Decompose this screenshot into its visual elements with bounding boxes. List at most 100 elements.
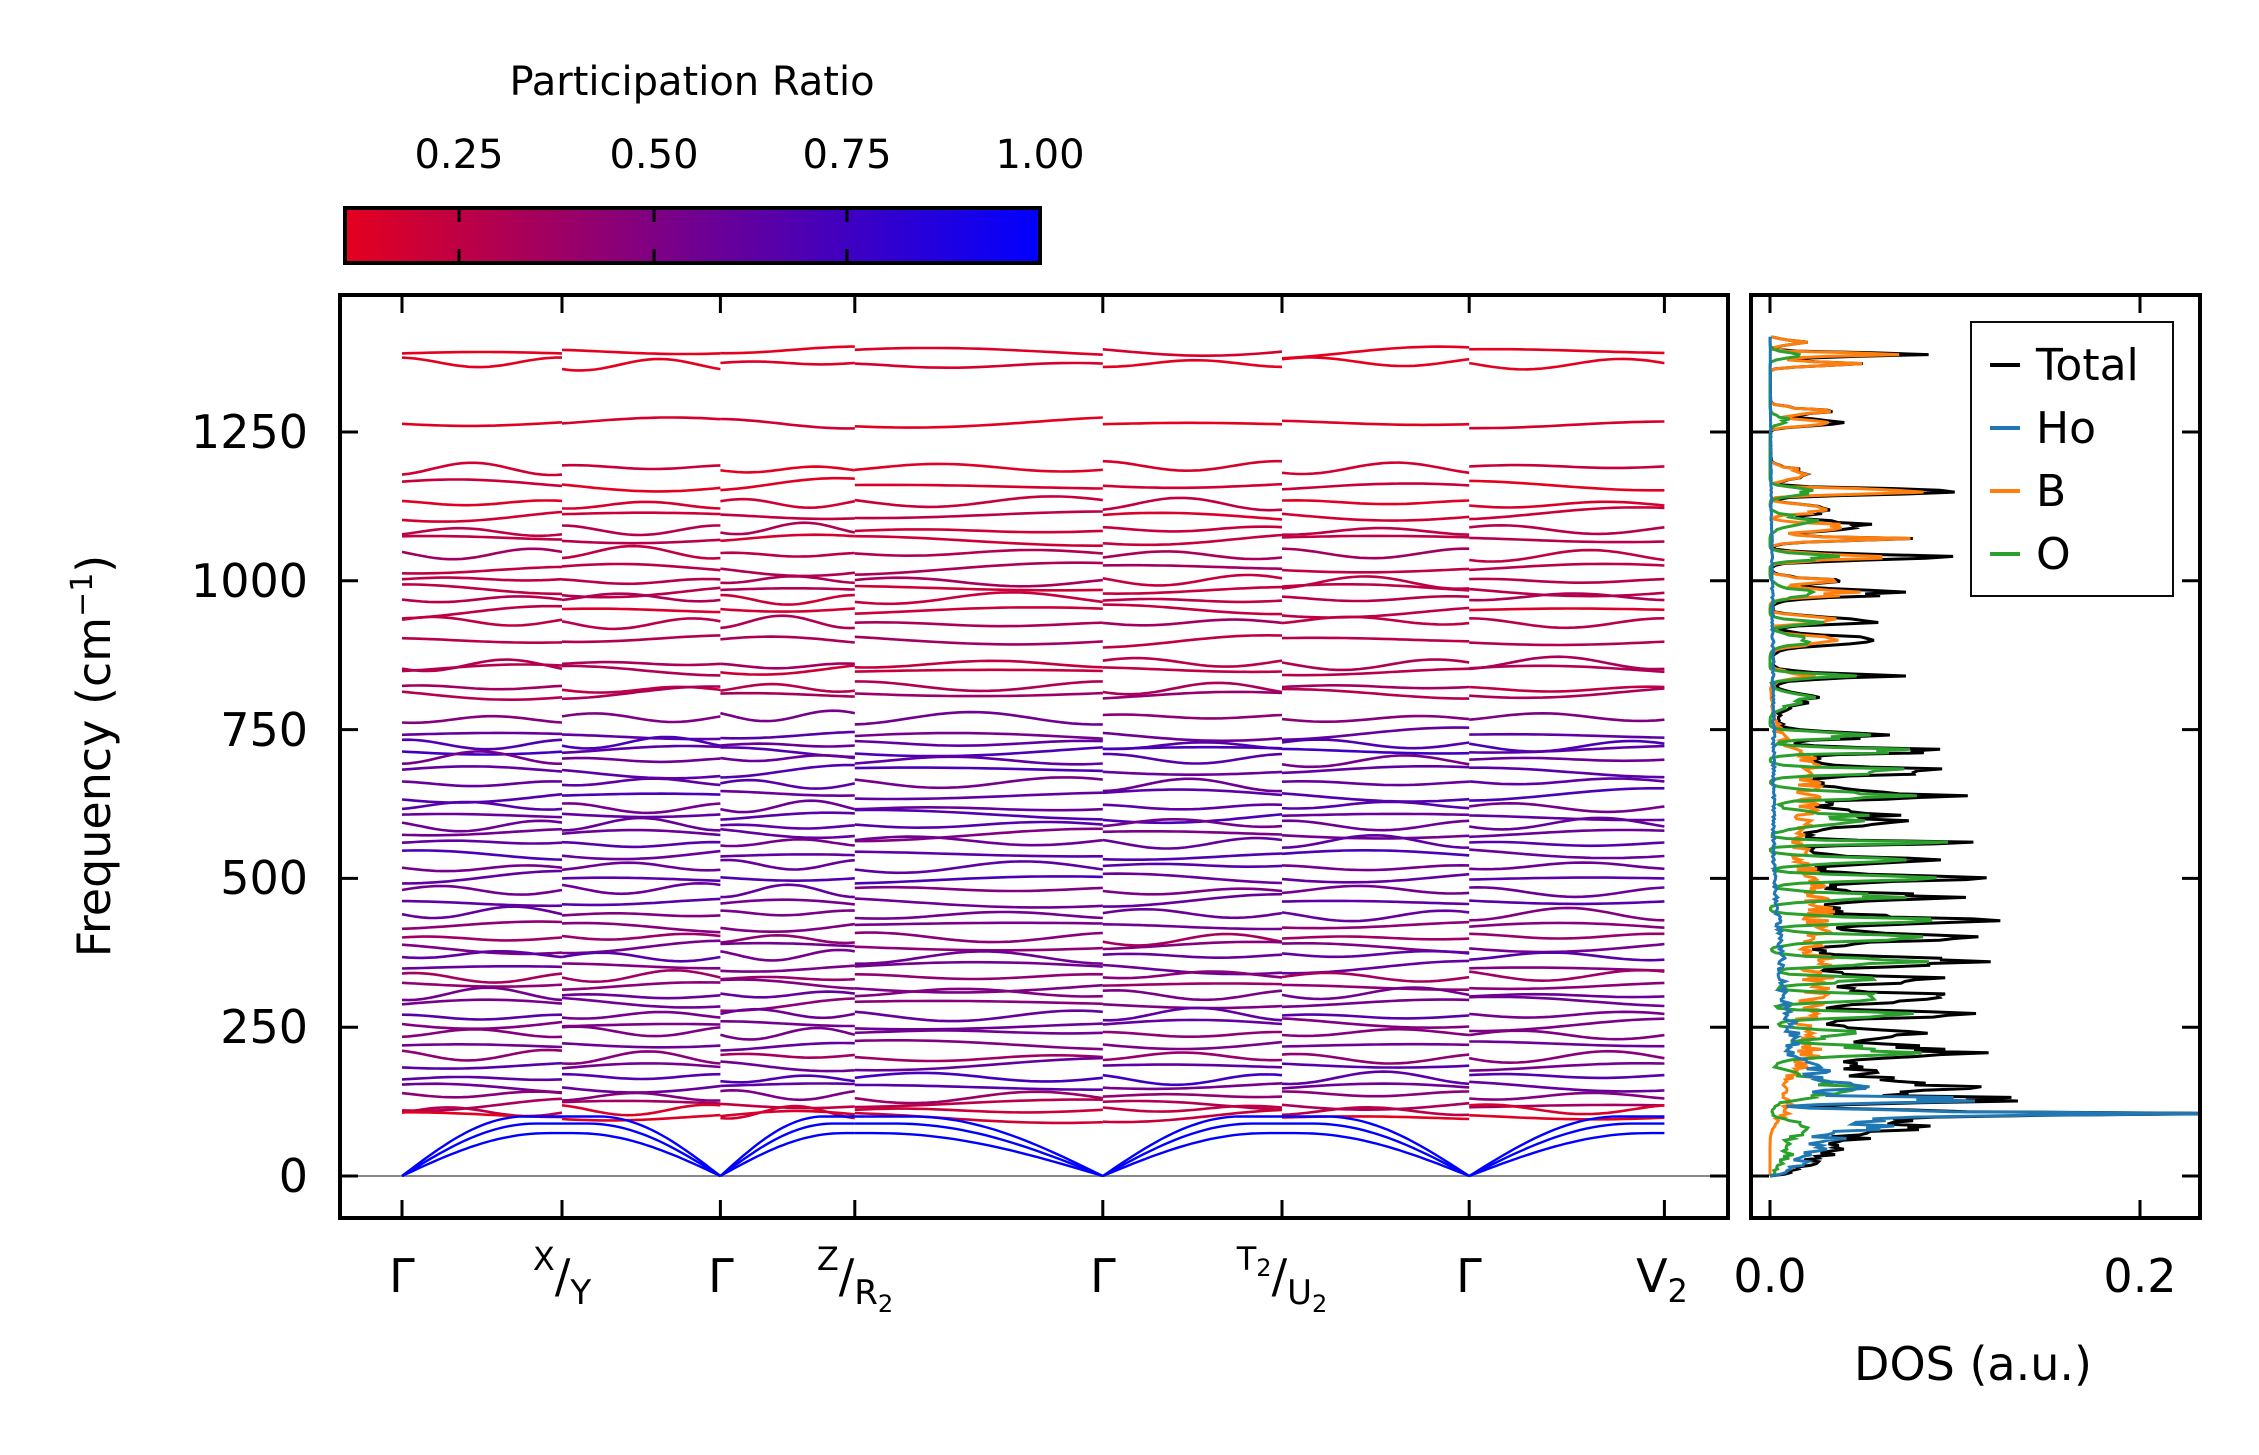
band-line <box>1469 992 1665 999</box>
band-line <box>1281 636 1470 643</box>
band-line <box>1102 459 1282 473</box>
band-line <box>854 710 1103 726</box>
band-line <box>720 975 855 982</box>
band-line <box>720 1026 856 1041</box>
band-line <box>720 811 855 821</box>
band-line <box>1469 732 1665 739</box>
dos-curves <box>1768 335 2200 1178</box>
band-line <box>1102 421 1283 426</box>
band-line <box>561 735 721 750</box>
band-line <box>1281 534 1470 539</box>
band-line <box>720 753 855 763</box>
band-line <box>720 898 855 906</box>
band-line <box>1469 921 1665 929</box>
legend-box <box>1970 321 2174 597</box>
band-line <box>854 835 1103 847</box>
band-line <box>1469 479 1665 492</box>
band-line <box>1281 971 1470 983</box>
band-line <box>854 897 1103 909</box>
band-line <box>1281 575 1470 591</box>
band-line <box>1102 907 1283 920</box>
band-line <box>1102 633 1283 649</box>
band-line <box>401 663 563 673</box>
acoustic-branch <box>401 1131 562 1178</box>
band-line <box>401 935 563 942</box>
band-line <box>1469 655 1665 671</box>
acoustic-branch <box>854 1115 1104 1178</box>
acoustic-branch <box>1102 1115 1282 1177</box>
band-line <box>401 780 563 788</box>
band-line <box>562 664 721 677</box>
band-line <box>854 875 1103 885</box>
band-line <box>561 1025 721 1038</box>
band-line <box>1102 836 1283 850</box>
band-line <box>1281 833 1470 849</box>
band-line <box>1281 819 1470 832</box>
band-line <box>561 816 721 832</box>
band-line <box>1102 1018 1283 1026</box>
band-line <box>561 911 721 918</box>
band-line <box>561 992 721 1000</box>
band-line <box>854 987 1103 998</box>
band-line <box>1102 511 1283 521</box>
dos-curve-ho <box>1768 336 2200 1178</box>
acoustic-branch <box>1468 1122 1665 1178</box>
band-line <box>720 948 855 962</box>
band-line <box>561 1091 721 1102</box>
band-line <box>854 808 1103 821</box>
legend-label-o: O <box>2036 529 2071 580</box>
band-line <box>1469 607 1665 612</box>
band-line <box>401 534 563 541</box>
band-line <box>401 658 563 673</box>
band-line <box>854 680 1103 693</box>
band-line <box>854 885 1103 893</box>
band-line <box>1102 731 1283 743</box>
band-line <box>401 1013 563 1021</box>
band-line <box>401 478 563 488</box>
band-line <box>401 750 562 766</box>
band-line <box>1469 506 1665 521</box>
dos-x-axis-label: DOS (a.u.) <box>1854 1337 2092 1391</box>
band-line <box>561 524 721 537</box>
band-line <box>854 584 1103 592</box>
band-line <box>1281 1052 1470 1065</box>
band-line <box>561 1062 721 1070</box>
band-line <box>1102 887 1283 896</box>
band-line <box>720 858 855 871</box>
band-line <box>1469 951 1665 962</box>
band-line <box>561 1010 721 1020</box>
band-line <box>401 800 563 811</box>
band-line <box>401 615 563 627</box>
band-line <box>720 742 855 748</box>
band-line <box>854 776 1103 790</box>
band-line <box>720 1019 855 1028</box>
band-line <box>1102 752 1283 765</box>
band-line <box>401 1061 563 1070</box>
y-tick-labels: 0 250 500 750 1000 1250 <box>191 405 308 1203</box>
band-structure-plot: 0 250 500 750 1000 1250 Frequency (cm−1)… <box>65 293 1730 1318</box>
band-line <box>1469 876 1665 881</box>
band-line <box>1281 726 1470 742</box>
x-tick-label-x-y: X/Y <box>533 1240 591 1313</box>
band-line <box>1469 523 1665 536</box>
x-tick-label-v2: V2 <box>1636 1249 1688 1310</box>
band-line <box>561 897 721 907</box>
band-line <box>1102 923 1283 931</box>
band-line <box>854 635 1103 646</box>
band-line <box>720 876 855 883</box>
acoustic-branch <box>401 1115 562 1177</box>
band-line <box>401 738 563 751</box>
band-line <box>1469 685 1665 693</box>
band-line <box>561 861 721 872</box>
band-line <box>401 964 563 970</box>
band-line <box>1469 756 1665 763</box>
band-line <box>1102 829 1283 836</box>
band-line <box>401 576 563 582</box>
band-line <box>561 1099 721 1105</box>
acoustic-branch <box>1282 1131 1470 1178</box>
band-line <box>561 849 721 861</box>
band-line <box>854 1071 1103 1083</box>
band-line <box>1281 998 1470 1009</box>
band-line <box>561 792 721 797</box>
band-line <box>1102 681 1283 696</box>
